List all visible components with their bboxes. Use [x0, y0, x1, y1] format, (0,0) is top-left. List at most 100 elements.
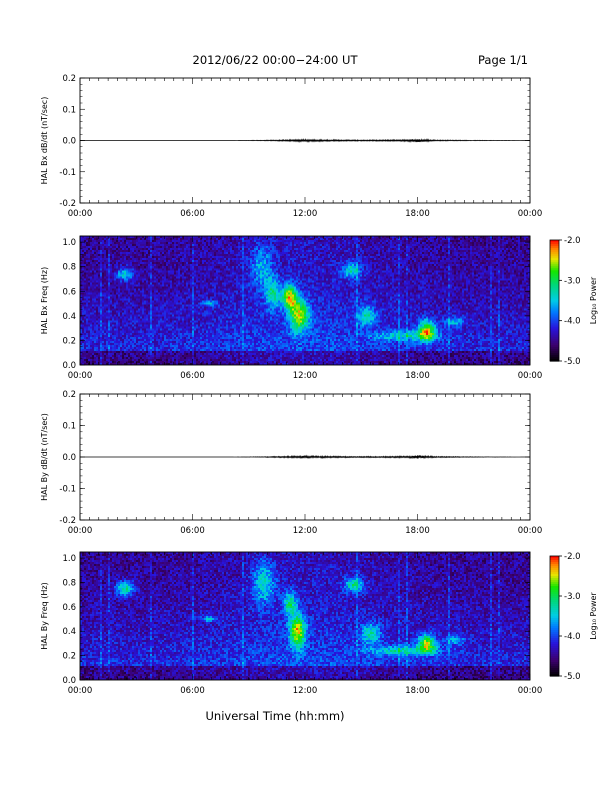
figure-title: 2012/06/22 00:00−24:00 UT [193, 53, 359, 67]
x-tick-label: 00:00 [518, 209, 543, 219]
colorbar-segment [550, 574, 559, 577]
colorbar-segment [550, 572, 559, 575]
colorbar-segment [550, 568, 559, 571]
colorbar-segment [550, 250, 559, 253]
colorbar-segment [550, 598, 559, 601]
colorbar-tick-label: -2.0 [564, 552, 581, 562]
colorbar-segment [550, 602, 559, 605]
colorbar-segment [550, 348, 559, 352]
colorbar-segment [550, 614, 559, 617]
colorbar-segment [550, 600, 559, 603]
y-tick-label: -0.1 [59, 168, 76, 178]
colorbar-segment [550, 320, 559, 324]
colorbar-segment [550, 576, 559, 579]
colorbar-segment [550, 300, 559, 304]
colorbar-segment [550, 294, 559, 298]
x-tick-label: 00:00 [68, 686, 93, 696]
colorbar-segment [550, 312, 559, 316]
x-tick-label: 18:00 [405, 371, 430, 381]
colorbar-segment [550, 634, 559, 637]
y-axis-title: HAL By dB/dt (nT/sec) [40, 413, 49, 501]
spectrogram-image [80, 552, 530, 680]
colorbar-segment [550, 656, 559, 659]
x-tick-label: 00:00 [518, 371, 543, 381]
colorbar-segment [550, 276, 559, 279]
colorbar-segment [550, 580, 559, 583]
colorbar-segment [550, 594, 559, 597]
colorbar-segment [550, 582, 559, 585]
page-number: Page 1/1 [478, 53, 528, 67]
x-tick-label: 06:00 [180, 526, 205, 536]
x-tick-label: 06:00 [180, 686, 205, 696]
colorbar-segment [550, 612, 559, 615]
colorbar-segment [550, 658, 559, 661]
colorbar-segment [550, 570, 559, 573]
y-tick-label: -0.2 [59, 199, 76, 209]
colorbar-segment [550, 262, 559, 265]
colorbar-segment [550, 622, 559, 625]
colorbar-segment [550, 270, 559, 273]
colorbar-tick-label: -4.0 [564, 632, 581, 642]
colorbar: -2.0 -3.0 -4.0 -5.0 Log₁₀ Power [549, 552, 598, 682]
colorbar-segment [550, 666, 559, 669]
colorbar-segment [550, 268, 559, 271]
colorbar-segment [550, 264, 559, 267]
x-axis-title: Universal Time (hh:mm) [205, 709, 344, 723]
y-tick-label: -0.2 [59, 516, 76, 526]
colorbar-segment [550, 588, 559, 591]
colorbar-segment [550, 298, 559, 302]
y-axis-title: HAL Bx dB/dt (nT/sec) [40, 97, 49, 185]
colorbar-segment [550, 260, 559, 263]
trace-line [80, 454, 530, 460]
colorbar-segment [550, 556, 559, 559]
colorbar-title: Log₁₀ Power [589, 592, 598, 640]
colorbar-segment [550, 608, 559, 611]
colorbar-segment [550, 640, 559, 643]
colorbar-segment [550, 244, 559, 247]
y-tick-label: 0.2 [62, 336, 76, 346]
y-tick-label: 0.8 [62, 578, 76, 588]
colorbar-segment [550, 306, 559, 310]
colorbar-segment [550, 674, 559, 677]
colorbar-segment [550, 296, 559, 300]
colorbar-segment [550, 624, 559, 627]
colorbar-segment [550, 668, 559, 671]
x-tick-label: 18:00 [405, 209, 430, 219]
x-tick-label: 12:00 [293, 526, 318, 536]
colorbar-segment [550, 248, 559, 251]
colorbar-segment [550, 564, 559, 567]
colorbar: -2.0 -3.0 -4.0 -5.0 Log₁₀ Power [549, 236, 598, 367]
colorbar-segment [550, 590, 559, 593]
colorbar-segment [550, 654, 559, 657]
colorbar-tick-label: -4.0 [564, 317, 581, 327]
colorbar-segment [550, 350, 559, 354]
colorbar-segment [550, 630, 559, 633]
x-tick-label: 00:00 [518, 686, 543, 696]
colorbar-segment [550, 358, 559, 362]
colorbar-segment [550, 338, 559, 342]
x-tick-label: 18:00 [405, 526, 430, 536]
colorbar-segment [550, 304, 559, 308]
y-tick-label: 0.6 [62, 287, 76, 297]
y-tick-label: 0.6 [62, 603, 76, 613]
colorbar-segment [550, 642, 559, 645]
colorbar-segment [550, 286, 559, 289]
colorbar-segment [550, 628, 559, 631]
colorbar-segment [550, 664, 559, 667]
y-tick-label: 1.0 [62, 238, 76, 248]
y-tick-label: 0.4 [62, 627, 76, 637]
x-tick-label: 06:00 [180, 209, 205, 219]
colorbar-segment [550, 670, 559, 673]
colorbar-segment [550, 354, 559, 358]
colorbar-segment [550, 578, 559, 581]
y-axis-title: HAL By Freq (Hz) [40, 582, 49, 649]
y-tick-label: 1.0 [62, 554, 76, 564]
x-tick-label: 00:00 [68, 371, 93, 381]
colorbar-segment [550, 672, 559, 675]
colorbar-segment [550, 346, 559, 350]
y-tick-label: -0.1 [59, 485, 76, 495]
colorbar-segment [550, 334, 559, 338]
colorbar-segment [550, 340, 559, 344]
colorbar-segment [550, 626, 559, 629]
colorbar-segment [550, 638, 559, 641]
